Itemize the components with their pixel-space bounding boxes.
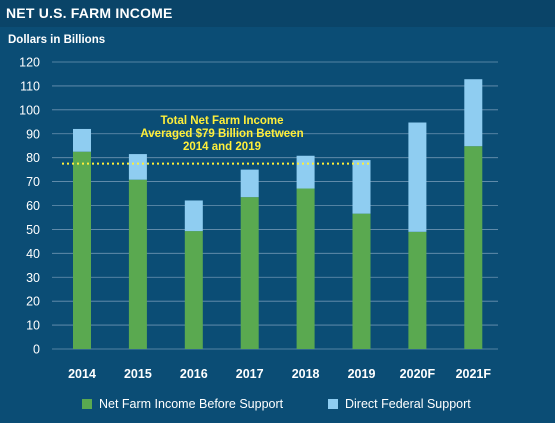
y-tick-label-90: 90 — [26, 127, 40, 141]
legend-item-net-income: Net Farm Income Before Support — [82, 397, 283, 411]
x-tick-label-2015: 2015 — [124, 367, 152, 381]
bar-net-income-2020F — [408, 231, 427, 349]
x-tick-label-2014: 2014 — [68, 367, 96, 381]
annotation-line-2: Averaged $79 Billion Between — [140, 128, 303, 140]
bar-federal-support-2018 — [296, 155, 315, 189]
legend-label-federal-support: Direct Federal Support — [345, 397, 471, 411]
y-tick-label-80: 80 — [26, 151, 40, 165]
bar-net-income-2017 — [240, 197, 259, 349]
chart-header: NET U.S. FARM INCOME — [0, 0, 555, 27]
bar-federal-support-2017 — [240, 169, 259, 198]
bar-net-income-2014 — [73, 151, 91, 349]
y-tick-label-10: 10 — [26, 319, 40, 333]
bar-net-income-2015 — [128, 179, 147, 349]
y-tick-label-120: 120 — [19, 56, 40, 70]
y-tick-label-30: 30 — [26, 271, 40, 285]
bar-net-income-2018 — [296, 188, 315, 349]
bar-net-income-2021F — [464, 146, 483, 349]
bar-net-income-2019 — [352, 213, 371, 349]
x-tick-label-2017: 2017 — [236, 367, 264, 381]
x-tick-label-2021F: 2021F — [456, 367, 492, 381]
y-tick-label-0: 0 — [33, 343, 40, 357]
bar-federal-support-2014 — [73, 128, 91, 152]
y-tick-label-50: 50 — [26, 223, 40, 237]
y-tick-label-70: 70 — [26, 175, 40, 189]
y-axis-label: Dollars in Billions — [8, 34, 106, 46]
x-tick-label-2019: 2019 — [348, 367, 376, 381]
y-tick-label-20: 20 — [26, 295, 40, 309]
bar-net-income-2016 — [184, 231, 203, 349]
annotation-line-3: 2014 and 2019 — [183, 141, 261, 153]
x-tick-label-2020F: 2020F — [400, 367, 436, 381]
legend-item-federal-support: Direct Federal Support — [328, 397, 471, 411]
legend-swatch-federal-support — [328, 399, 338, 409]
x-tick-label-2016: 2016 — [180, 367, 208, 381]
bar-federal-support-2020F — [408, 122, 427, 232]
x-tick-label-2018: 2018 — [292, 367, 320, 381]
bar-federal-support-2015 — [128, 154, 147, 180]
bar-federal-support-2021F — [464, 79, 483, 147]
chart-title: NET U.S. FARM INCOME — [6, 5, 173, 21]
y-tick-label-100: 100 — [19, 103, 40, 117]
y-tick-label-40: 40 — [26, 247, 40, 261]
annotation-line-1: Total Net Farm Income — [160, 115, 283, 127]
y-tick-label-60: 60 — [26, 199, 40, 213]
legend-label-net-income: Net Farm Income Before Support — [99, 397, 284, 411]
y-tick-label-110: 110 — [20, 79, 40, 93]
legend-swatch-net-income — [82, 399, 92, 409]
average-annotation: Total Net Farm Income Averaged $79 Billio… — [140, 115, 303, 153]
bar-federal-support-2016 — [184, 200, 203, 232]
bar-federal-support-2019 — [352, 160, 371, 214]
